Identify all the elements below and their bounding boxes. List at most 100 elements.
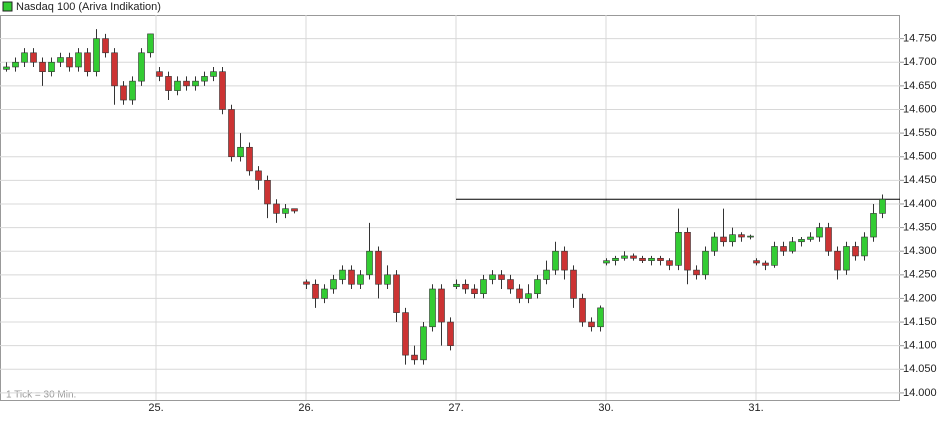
candle-body: [534, 279, 541, 295]
candle-body: [816, 227, 823, 238]
candle-body: [666, 260, 673, 266]
candle-body: [552, 250, 559, 271]
x-tick-label: 25.: [148, 402, 163, 414]
candle-body: [780, 246, 787, 252]
candle-body: [807, 236, 814, 240]
candle-body: [720, 236, 727, 243]
candle-body: [57, 57, 64, 63]
candle-body: [762, 262, 769, 266]
x-tick-label: 26.: [298, 402, 313, 414]
candle-body: [480, 279, 487, 295]
candle-body: [561, 250, 568, 271]
candle-body: [237, 146, 244, 158]
y-tick-label: 14.400: [903, 198, 937, 210]
candle-body: [498, 274, 505, 280]
candle-body: [192, 80, 199, 87]
candle-body: [612, 257, 619, 261]
footnote: 1 Tick = 30 Min.: [6, 390, 76, 401]
candle-body: [321, 288, 328, 299]
candle-body: [312, 283, 319, 299]
candle-body: [579, 298, 586, 323]
candle-body: [393, 274, 400, 313]
candle-body: [870, 213, 877, 238]
candle-body: [825, 227, 832, 252]
candle-body: [834, 250, 841, 271]
candle-body: [525, 293, 532, 299]
candle-body: [861, 236, 868, 257]
candle-body: [753, 260, 760, 264]
candle-body: [771, 246, 778, 266]
candle-body: [375, 250, 382, 285]
y-tick-label: 14.700: [903, 56, 937, 68]
y-tick-label: 14.000: [903, 387, 937, 399]
candle-body: [516, 288, 523, 299]
candle-body: [228, 109, 235, 158]
y-tick-label: 14.650: [903, 80, 937, 92]
candle-body: [471, 288, 478, 295]
candle-body: [507, 279, 514, 290]
candle-body: [282, 208, 289, 214]
candle-body: [402, 312, 409, 356]
candle-body: [165, 76, 172, 91]
candle-body: [462, 283, 469, 290]
candle-body: [156, 71, 163, 77]
candle-body: [102, 38, 109, 54]
candle-body: [453, 283, 460, 287]
candle-body: [12, 61, 19, 68]
candle-body: [789, 241, 796, 252]
candle-body: [747, 235, 754, 238]
candle-body: [702, 250, 709, 276]
candle-body: [657, 257, 664, 261]
candle-body: [384, 274, 391, 285]
candle-body: [201, 76, 208, 82]
candle-body: [174, 80, 181, 91]
y-tick-label: 14.350: [903, 221, 937, 233]
candle-body: [879, 198, 886, 214]
y-tick-label: 14.100: [903, 340, 937, 352]
candle-body: [303, 281, 310, 285]
y-tick-label: 14.550: [903, 127, 937, 139]
candle-body: [48, 61, 55, 72]
candle-body: [93, 38, 100, 72]
candle-body: [264, 180, 271, 205]
candle-body: [366, 250, 373, 276]
candle-body: [648, 257, 655, 261]
candle-body: [675, 232, 682, 266]
y-tick-label: 14.200: [903, 292, 937, 304]
y-tick-label: 14.250: [903, 269, 937, 281]
y-tick-label: 14.050: [903, 363, 937, 375]
chart-title: Nasdaq 100 (Ariva Indikation): [16, 1, 161, 13]
y-tick-label: 14.600: [903, 103, 937, 115]
candle-body: [111, 52, 118, 87]
y-tick-label: 14.300: [903, 245, 937, 257]
candle-body: [411, 354, 418, 361]
y-tick-label: 14.500: [903, 151, 937, 163]
candle-body: [138, 52, 145, 82]
candle-body: [21, 52, 28, 63]
candle-body: [798, 239, 805, 243]
candle-body: [630, 255, 637, 259]
candle-body: [588, 321, 595, 328]
candle-body: [357, 274, 364, 285]
x-tick-label: 30.: [598, 402, 613, 414]
candle-body: [129, 80, 136, 101]
candle-body: [711, 236, 718, 252]
candle-body: [429, 288, 436, 328]
candle-body: [738, 234, 745, 238]
candle-body: [219, 71, 226, 110]
candle-body: [291, 208, 298, 212]
y-tick-label: 14.750: [903, 33, 937, 45]
candle-body: [39, 61, 46, 72]
candle-body: [147, 33, 154, 54]
legend-swatch: [2, 1, 13, 12]
candle-body: [66, 57, 73, 68]
candle-body: [597, 307, 604, 328]
x-tick-label: 31.: [748, 402, 763, 414]
candle-body: [348, 269, 355, 285]
candle-body: [330, 279, 337, 290]
candle-body: [489, 274, 496, 280]
candle-body: [621, 255, 628, 259]
candle-body: [693, 269, 700, 276]
candle-body: [339, 269, 346, 280]
